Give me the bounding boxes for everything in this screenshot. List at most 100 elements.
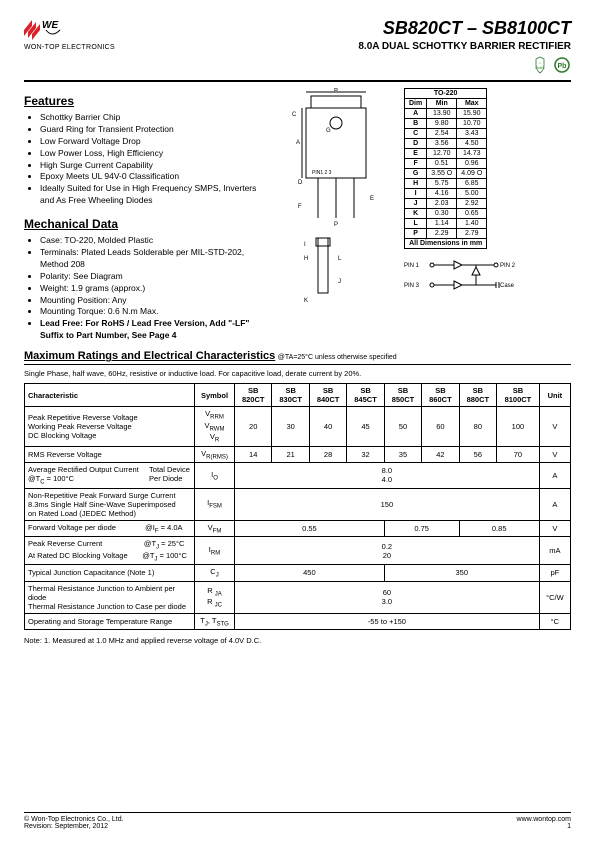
ratings-symbol: R JAR JC <box>195 581 235 613</box>
svg-text:L: L <box>338 256 342 262</box>
list-item: Lead Free: For RoHS / Lead Free Version,… <box>40 318 264 342</box>
ratings-value: 30 <box>272 407 309 447</box>
list-item: Epoxy Meets UL 94V-0 Classification <box>40 171 264 183</box>
ratings-table: CharacteristicSymbolSB820CTSB830CTSB840C… <box>24 383 571 630</box>
table-row: H5.756.85 <box>405 179 487 189</box>
ratings-value: 45 <box>347 407 384 447</box>
dim-title: TO-220 <box>405 89 487 99</box>
ratings-unit: A <box>539 463 570 489</box>
ratings-rule <box>24 364 571 365</box>
dim-cell: 0.65 <box>457 209 487 219</box>
dim-cell: D <box>405 139 427 149</box>
ratings-unit: mA <box>539 537 570 565</box>
dim-cell: 9.80 <box>427 119 457 129</box>
table-row: Average Rectified Output Current Total D… <box>25 463 571 489</box>
dim-cell: 13.90 <box>427 109 457 119</box>
svg-text:A: A <box>296 140 300 146</box>
pb-icon: Pb <box>553 56 571 76</box>
ratings-value: 21 <box>272 446 309 463</box>
ratings-header-cell: Characteristic <box>25 384 195 407</box>
table-row: P2.292.79 <box>405 229 487 239</box>
list-item: Polarity: See Diagram <box>40 271 264 283</box>
ratings-symbol: VFM <box>195 520 235 537</box>
ratings-header-cell: SB850CT <box>384 384 421 407</box>
svg-text:B: B <box>334 88 338 93</box>
ratings-value: 35 <box>384 446 421 463</box>
ratings-value: 100 <box>497 407 540 447</box>
header: WE WON-TOP ELECTRONICS SB820CT – SB8100C… <box>24 18 571 76</box>
list-item: High Surge Current Capability <box>40 160 264 172</box>
ratings-value: 350 <box>384 565 539 582</box>
table-row: Non-Repetitive Peak Forward Surge Curren… <box>25 488 571 520</box>
ratings-unit: V <box>539 446 570 463</box>
dim-cell: 1.40 <box>457 219 487 229</box>
part-title: SB820CT – SB8100CT <box>358 18 571 39</box>
dim-cell: 5.75 <box>427 179 457 189</box>
table-row: Peak Reverse Current @TJ = 25°CAt Rated … <box>25 537 571 565</box>
dim-cell: 15.90 <box>457 109 487 119</box>
ratings-value: 450 <box>235 565 385 582</box>
ratings-value: 8.04.0 <box>235 463 540 489</box>
table-row: G3.55 O4.09 O <box>405 169 487 179</box>
dim-cell: 2.79 <box>457 229 487 239</box>
dim-cell: P <box>405 229 427 239</box>
dim-cell: 1.14 <box>427 219 457 229</box>
list-item: Ideally Suited for Use in High Frequency… <box>40 183 264 207</box>
table-row: Operating and Storage Temperature RangeT… <box>25 613 571 630</box>
list-item: Terminals: Plated Leads Solderable per M… <box>40 247 264 271</box>
company-name: WON-TOP ELECTRONICS <box>24 44 115 51</box>
ratings-char: Average Rectified Output Current Total D… <box>25 463 195 489</box>
svg-text:PIN 3: PIN 3 <box>404 283 420 289</box>
list-item: Low Forward Voltage Drop <box>40 136 264 148</box>
svg-text:Pb: Pb <box>558 63 567 70</box>
list-item: Weight: 1.9 grams (approx.) <box>40 283 264 295</box>
dim-header-cell: Min <box>427 99 457 109</box>
mechanical-title: Mechanical Data <box>24 217 264 231</box>
ratings-condition: @TA=25°C unless otherwise specified <box>278 354 397 361</box>
dim-cell: 0.96 <box>457 159 487 169</box>
table-row: B9.8010.70 <box>405 119 487 129</box>
dim-cell: 2.54 <box>427 129 457 139</box>
svg-text:Case: Case <box>500 283 515 289</box>
table-row: E12.7014.73 <box>405 149 487 159</box>
dim-cell: 10.70 <box>457 119 487 129</box>
dim-footer: All Dimensions in mm <box>405 239 487 249</box>
dim-cell: G <box>405 169 427 179</box>
footnote: Note: 1. Measured at 1.0 MHz and applied… <box>24 636 571 645</box>
dim-cell: 3.56 <box>427 139 457 149</box>
ratings-note: Single Phase, half wave, 60Hz, resistive… <box>24 369 571 378</box>
dim-cell: 5.00 <box>457 189 487 199</box>
ratings-value: 14 <box>235 446 272 463</box>
ratings-header-cell: SB880CT <box>459 384 496 407</box>
rohs-icon: ✓ RoHS <box>531 56 549 76</box>
table-row: Peak Repetitive Reverse VoltageWorking P… <box>25 407 571 447</box>
ratings-symbol: IFSM <box>195 488 235 520</box>
features-list: Schottky Barrier ChipGuard Ring for Tran… <box>24 112 264 207</box>
ratings-header-cell: SB860CT <box>422 384 459 407</box>
ratings-char: Peak Repetitive Reverse VoltageWorking P… <box>25 407 195 447</box>
title-block: SB820CT – SB8100CT 8.0A DUAL SCHOTTKY BA… <box>358 18 571 76</box>
ratings-value: 28 <box>309 446 346 463</box>
ratings-value: 56 <box>459 446 496 463</box>
ratings-value: 50 <box>384 407 421 447</box>
svg-text:J: J <box>338 279 341 285</box>
dim-header-cell: Max <box>457 99 487 109</box>
dim-cell: 2.29 <box>427 229 457 239</box>
dim-cell: 2.92 <box>457 199 487 209</box>
svg-text:RoHS: RoHS <box>535 66 545 70</box>
svg-text:K: K <box>304 298 308 304</box>
ratings-char: Peak Reverse Current @TJ = 25°CAt Rated … <box>25 537 195 565</box>
list-item: Guard Ring for Transient Protection <box>40 124 264 136</box>
dim-cell: 4.16 <box>427 189 457 199</box>
table-row: L1.141.40 <box>405 219 487 229</box>
svg-text:PIN 2: PIN 2 <box>500 263 516 269</box>
list-item: Schottky Barrier Chip <box>40 112 264 124</box>
table-row: I4.165.00 <box>405 189 487 199</box>
ratings-char: Typical Junction Capacitance (Note 1) <box>25 565 195 582</box>
ratings-unit: V <box>539 407 570 447</box>
svg-text:P: P <box>334 222 338 228</box>
ratings-value: 0.75 <box>384 520 459 537</box>
list-item: Mounting Torque: 0.6 N.m Max. <box>40 306 264 318</box>
cert-icons: ✓ RoHS Pb <box>358 56 571 76</box>
table-row: C2.543.43 <box>405 129 487 139</box>
